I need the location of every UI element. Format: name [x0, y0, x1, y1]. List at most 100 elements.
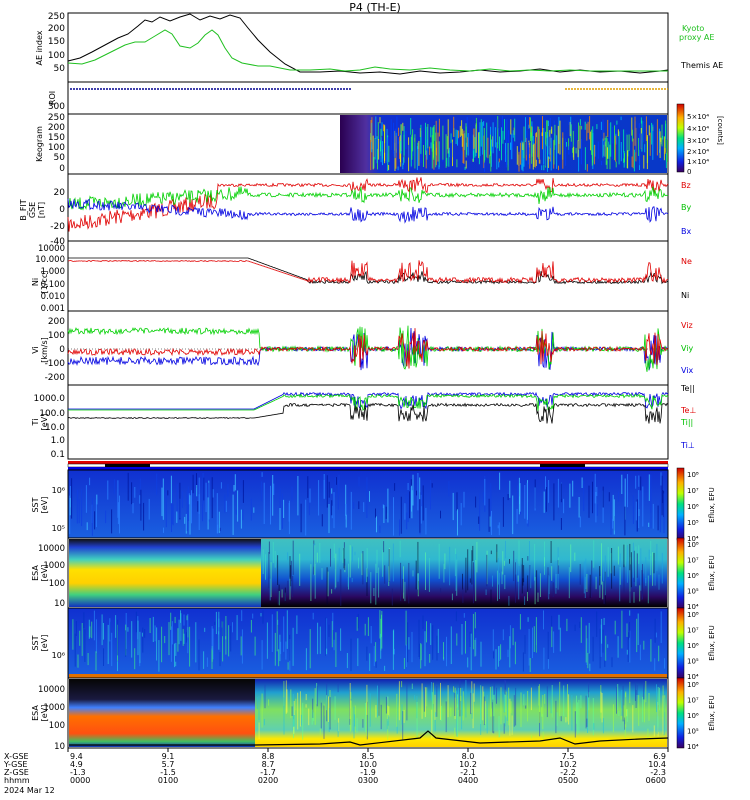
- spectrogram-streak: [518, 563, 520, 600]
- cb-tick: 10⁷: [687, 697, 699, 705]
- spectrogram-streak: [329, 697, 331, 730]
- sst2-panel: SST [eV] 10⁶: [31, 607, 669, 679]
- spectrogram-streak: [563, 685, 565, 717]
- spectrogram-streak: [456, 159, 458, 168]
- spectrogram-streak: [280, 641, 282, 655]
- axis-col-value: 8.5: [362, 752, 375, 761]
- spectrogram-streak: [232, 622, 233, 633]
- spectrogram-streak: [394, 483, 396, 491]
- spectrogram-streak: [490, 589, 492, 604]
- spectrogram-streak: [87, 653, 89, 666]
- spectrogram-streak: [333, 639, 335, 651]
- spectrogram-streak: [187, 486, 189, 521]
- spectrogram-streak: [380, 704, 382, 730]
- sst1-panel: SST [eV] 10⁶ 10⁵: [31, 469, 669, 539]
- spectrogram-streak: [266, 622, 268, 659]
- sst1-ylabel2: [eV]: [40, 497, 49, 514]
- spectrogram-streak: [352, 546, 353, 562]
- spectrogram-streak: [550, 137, 552, 171]
- ni-tick: 1.000: [41, 267, 65, 277]
- spectrogram-streak: [654, 658, 656, 671]
- spectrogram-streak: [311, 709, 313, 725]
- spectrogram-streak: [618, 491, 619, 502]
- spectrogram-streak: [297, 692, 299, 730]
- spectrogram-streak: [578, 122, 579, 141]
- spectrogram-streak: [399, 540, 401, 558]
- spectrogram-streak: [369, 693, 371, 727]
- spectrogram-streak: [474, 639, 476, 657]
- spectrogram-streak: [516, 508, 518, 524]
- spectrogram-streak: [438, 118, 440, 137]
- spectrogram-streak: [237, 490, 239, 522]
- spectrogram-streak: [400, 134, 402, 154]
- spectrogram-streak: [505, 142, 506, 162]
- spectrogram-streak: [334, 696, 336, 720]
- spectrogram-streak: [274, 632, 276, 666]
- spectrogram-streak: [335, 553, 337, 588]
- spectrogram-streak: [531, 132, 533, 164]
- spectrogram-streak: [462, 588, 464, 603]
- esa2-tick: 100: [49, 721, 65, 731]
- spectrogram-streak: [357, 638, 359, 667]
- spectrogram-streak: [631, 156, 633, 168]
- spectrogram-streak: [642, 696, 644, 722]
- cb-tick: 10⁶: [687, 712, 699, 720]
- spectrogram-streak: [299, 553, 301, 586]
- spectrogram-streak: [497, 525, 499, 529]
- spectrogram-streak: [521, 558, 523, 594]
- spectrogram-streak: [632, 542, 634, 578]
- sst2-tick: 10⁶: [52, 651, 65, 660]
- spectrogram-streak: [592, 698, 594, 736]
- spectrogram-streak: [202, 503, 203, 522]
- spectrogram-streak: [383, 124, 384, 132]
- cb-unit: Eflux, EFU: [708, 625, 716, 660]
- spectrogram-streak: [543, 164, 545, 171]
- spectrogram-streak: [613, 565, 615, 576]
- spectrogram-streak: [484, 478, 486, 506]
- spectrogram-streak: [192, 474, 194, 494]
- spectrogram-streak: [234, 474, 236, 491]
- axis-col-value: 0200: [258, 776, 278, 785]
- spectrogram-streak: [388, 549, 390, 582]
- spectrogram-streak: [475, 117, 477, 129]
- spectrogram-streak: [510, 701, 512, 714]
- spectrogram-streak: [407, 622, 409, 663]
- spectrogram-streak: [552, 582, 554, 597]
- spectrogram-streak: [558, 614, 560, 630]
- spectrogram-streak: [305, 499, 307, 536]
- spectrogram-streak: [617, 636, 619, 658]
- spectrogram-streak: [335, 632, 337, 667]
- spectrogram-streak: [353, 502, 355, 509]
- spectrogram-streak: [141, 632, 143, 637]
- spectrogram-streak: [325, 617, 327, 656]
- axis-date: 2024 Mar 12: [4, 786, 55, 795]
- spectrogram-streak: [546, 137, 548, 154]
- spectrogram-streak: [620, 142, 622, 162]
- spectrogram-streak: [638, 490, 640, 529]
- spectrogram-streak: [139, 478, 141, 506]
- spectrogram-streak: [71, 478, 73, 519]
- spectrogram-streak: [532, 627, 533, 659]
- spectrogram-streak: [485, 589, 487, 596]
- spectrogram-streak: [462, 691, 464, 721]
- vi-tick: 100: [48, 331, 65, 341]
- spectrogram-streak: [350, 638, 352, 672]
- spectrogram-streak: [242, 480, 244, 503]
- spectrogram-streak: [500, 687, 502, 725]
- spectrogram-streak: [268, 541, 270, 554]
- spectrogram-streak: [490, 151, 492, 172]
- spectrogram-streak: [633, 591, 635, 603]
- spectrogram-streak: [381, 122, 383, 136]
- spectrogram-streak: [419, 128, 421, 137]
- spectrogram-streak: [370, 572, 372, 604]
- spectrogram-streak: [276, 611, 278, 652]
- spectrogram-streak: [652, 503, 654, 529]
- spectrogram-streak: [342, 550, 344, 564]
- spectrogram-streak: [657, 716, 659, 728]
- spectrogram-streak: [557, 125, 559, 154]
- cb-tick: 10⁷: [687, 627, 699, 635]
- spectrogram-streak: [493, 683, 495, 695]
- spectrogram-streak: [547, 132, 549, 159]
- spectrogram-streak: [212, 489, 214, 498]
- spectrogram-streak: [113, 479, 115, 494]
